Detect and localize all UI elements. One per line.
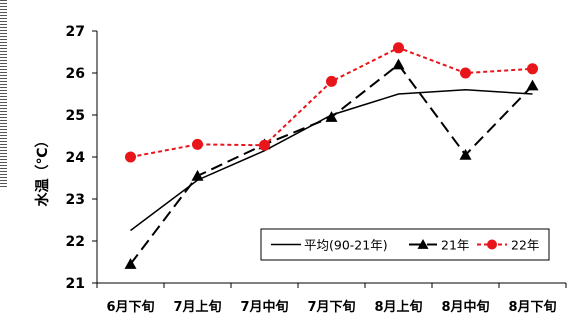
legend-entry-3: 22年 [477, 238, 539, 253]
y-tick-label: 25 [66, 108, 85, 124]
y-tick-label: 24 [66, 150, 86, 166]
data-point [460, 67, 471, 79]
chart-axes: 21 22 23 24 25 26 27 6月下旬 7月上旬 7月中旬 7月下旬 8月上旬 8月中旬 8月… [66, 24, 567, 315]
data-point [325, 111, 338, 122]
data-point [526, 79, 539, 91]
data-point [124, 258, 137, 269]
legend-marker [487, 239, 497, 250]
series-1 [130, 89, 533, 232]
legend-marker [417, 239, 429, 249]
series-line [130, 46, 533, 158]
legend-entry-1: 平均(90-21年) [271, 238, 388, 253]
x-tick-label: 7月中旬 [240, 299, 288, 315]
x-tick-label: 7月下旬 [307, 299, 355, 315]
legend-label: 22年 [511, 238, 539, 253]
data-point [392, 58, 405, 70]
x-tick-label: 6月下旬 [106, 299, 154, 315]
left-edge-decoration [0, 0, 7, 188]
y-tick-label: 26 [66, 66, 85, 82]
x-tick-label: 8月中旬 [441, 299, 489, 315]
data-point [125, 151, 136, 163]
y-tick-label: 23 [66, 192, 85, 208]
data-point [459, 148, 472, 160]
y-axis-label: 水温（℃） [34, 134, 51, 207]
legend-label: 平均(90-21年) [304, 238, 388, 253]
data-point [191, 169, 204, 181]
y-tick-label: 27 [66, 24, 85, 40]
data-point [259, 139, 270, 151]
series-line [130, 89, 533, 232]
legend-label: 21年 [441, 238, 469, 253]
x-tick-label: 8月下旬 [508, 299, 556, 315]
y-tick-label: 22 [66, 234, 85, 250]
x-tick-label: 7月上旬 [173, 299, 221, 315]
data-point [393, 42, 404, 54]
chart-series [124, 42, 539, 269]
y-tick-label: 21 [66, 276, 85, 292]
data-point [527, 63, 538, 75]
chart-legend: 平均(90-21年) 21年 22年 [260, 228, 550, 261]
series-3 [125, 42, 538, 163]
data-point [326, 75, 337, 87]
legend-entry-2: 21年 [409, 238, 469, 253]
data-point [192, 138, 203, 150]
x-tick-label: 8月上旬 [374, 299, 422, 315]
